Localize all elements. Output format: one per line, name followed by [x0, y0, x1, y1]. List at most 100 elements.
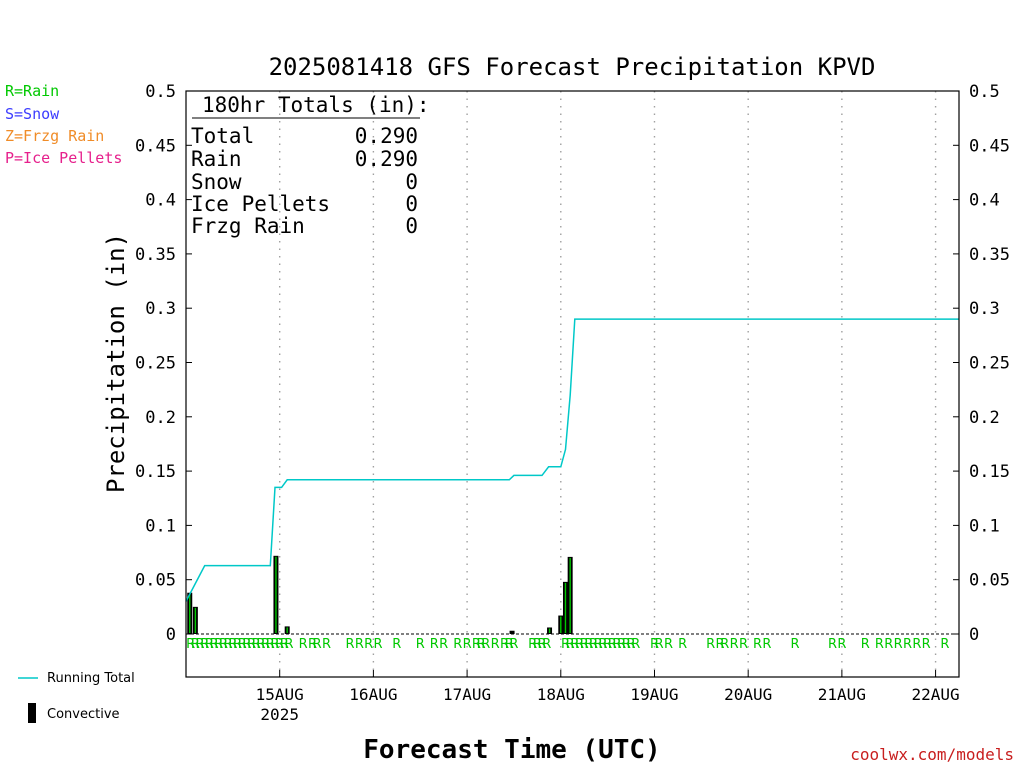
precip-mark-rain: R: [355, 637, 364, 652]
legend-frzg-rain: Z=Frzg Rain: [5, 127, 104, 145]
precip-mark-rain: R: [828, 637, 837, 652]
totals-box: 180hr Totals (in): Total 0.290 Rain 0.29…: [191, 93, 430, 238]
precip-mark-rain: R: [313, 637, 322, 652]
plot-frame: [185, 90, 960, 678]
precip-mark-rain: R: [205, 637, 214, 652]
precip-mark-rain: R: [664, 637, 673, 652]
convective-bar-highlight: [286, 627, 288, 633]
y-tick-label-left-0: 0: [166, 625, 176, 645]
precip-mark-rain: R: [210, 637, 219, 652]
precip-mark-rain: R: [627, 637, 636, 652]
y-tick-label-left-6: 0.3: [145, 299, 176, 319]
precip-mark-rain: R: [200, 637, 209, 652]
precip-mark-rain: R: [739, 637, 748, 652]
y-tick-label-left-2: 0.1: [145, 516, 176, 536]
precip-mark-rain: R: [875, 637, 884, 652]
convective-legend-swatch: [28, 703, 36, 723]
precip-mark-rain: R: [509, 637, 518, 652]
totals-heading: 180hr Totals (in):: [202, 93, 430, 117]
precip-mark-rain: R: [252, 637, 261, 652]
x-tick-label-22aug: 22AUG: [911, 685, 959, 704]
y-tick-label-right-7: 0.35: [969, 245, 1010, 265]
precip-mark-rain: R: [631, 637, 640, 652]
x-axis-label: Forecast Time (UTC): [363, 735, 660, 765]
precip-mark-rain: R: [791, 637, 800, 652]
precip-mark-rain: R: [922, 637, 931, 652]
precip-mark-rain: R: [580, 637, 589, 652]
precip-mark-rain: R: [308, 637, 317, 652]
precip-mark-rain: R: [894, 637, 903, 652]
x-tick-label-21aug: 21AUG: [818, 685, 866, 704]
precip-mark-rain: R: [884, 637, 893, 652]
totals-label-total: Total: [191, 124, 254, 148]
y-tick-label-left-9: 0.45: [135, 136, 176, 156]
precip-mark-rain: R: [538, 637, 547, 652]
precip-mark-rain: R: [903, 637, 912, 652]
precip-mark-rain: R: [762, 637, 771, 652]
y-tick-label-right-9: 0.45: [969, 136, 1010, 156]
precip-mark-rain: R: [912, 637, 921, 652]
legend-ice-pellets: P=Ice Pellets: [5, 149, 122, 167]
y-tick-label-left-1: 0.05: [135, 571, 176, 591]
precip-mark-rain: R: [261, 637, 270, 652]
totals-value-snow: 0: [405, 170, 418, 194]
y-tick-label-left-7: 0.35: [135, 245, 176, 265]
precip-mark-rain: R: [481, 637, 490, 652]
precip-mark-rain: R: [280, 637, 289, 652]
precip-mark-rain: R: [753, 637, 762, 652]
precip-mark-rain: R: [364, 637, 373, 652]
convective-bars: [187, 555, 573, 634]
precip-mark-rain: R: [575, 637, 584, 652]
precip-mark-rain: R: [186, 637, 195, 652]
grid-lines: [278, 91, 937, 677]
totals-label-frzg-rain: Frzg Rain: [191, 214, 305, 238]
precip-mark-rain: R: [603, 637, 612, 652]
precip-mark-rain: R: [299, 637, 308, 652]
precip-mark-rain: R: [439, 637, 448, 652]
y-tick-label-right-0: 0: [969, 625, 979, 645]
precip-mark-rain: R: [720, 637, 729, 652]
precip-mark-rain: R: [453, 637, 462, 652]
precip-mark-rain: R: [837, 637, 846, 652]
y-tick-label-right-8: 0.4: [969, 191, 1000, 211]
x-tick-label-20aug: 20AUG: [724, 685, 772, 704]
precip-mark-rain: R: [528, 637, 537, 652]
precip-mark-rain: R: [228, 637, 237, 652]
precip-mark-rain: R: [861, 637, 870, 652]
chart-title: 2025081418 GFS Forecast Precipitation KP…: [269, 53, 876, 81]
precip-mark-rain: R: [570, 637, 579, 652]
y-tick-label-left-5: 0.25: [135, 354, 176, 374]
precip-mark-rain: R: [566, 637, 575, 652]
y-tick-label-left-10: 0.5: [145, 82, 176, 102]
running-total-legend-label: Running Total: [47, 671, 135, 686]
precip-mark-rain: R: [256, 637, 265, 652]
precip-mark-rain: R: [598, 637, 607, 652]
precip-mark-rain: R: [491, 637, 500, 652]
y-tick-label-right-1: 0.05: [969, 571, 1010, 591]
y-tick-label-left-4: 0.2: [145, 408, 176, 428]
y-tick-label-right-2: 0.1: [969, 516, 1000, 536]
precip-mark-rain: R: [463, 637, 472, 652]
y-tick-label-right-10: 0.5: [969, 82, 1000, 102]
precip-mark-rain: R: [247, 637, 256, 652]
precip-mark-rain: R: [706, 637, 715, 652]
convective-bar-highlight: [569, 557, 571, 633]
totals-value-rain: 0.290: [355, 147, 418, 171]
precip-mark-rain: R: [617, 637, 626, 652]
y-tick-label-right-6: 0.3: [969, 299, 1000, 319]
precip-mark-rain: R: [219, 637, 228, 652]
type-legend: R=Rain S=Snow Z=Frzg Rain P=Ice Pellets: [5, 82, 122, 167]
convective-legend-label: Convective: [47, 707, 120, 722]
y-axis-label: Precipitation (in): [102, 233, 130, 493]
precip-mark-rain: R: [214, 637, 223, 652]
running-total-line: [185, 318, 959, 602]
precip-mark-rain: R: [275, 637, 284, 652]
precip-mark-rain: R: [612, 637, 621, 652]
precip-mark-rain: R: [505, 637, 514, 652]
precip-mark-rain: R: [655, 637, 664, 652]
y-tick-label-right-5: 0.25: [969, 354, 1010, 374]
precip-mark-rain: R: [500, 637, 509, 652]
totals-value-frzg-rain: 0: [405, 214, 418, 238]
convective-bar-highlight: [194, 607, 197, 633]
